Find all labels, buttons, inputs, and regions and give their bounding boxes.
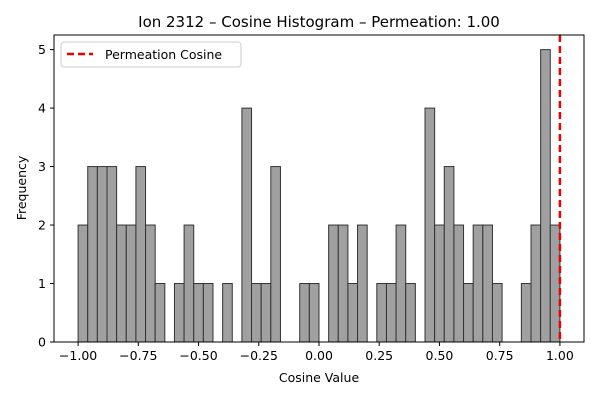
chart-title: Ion 2312 – Cosine Histogram – Permeation… <box>138 13 500 31</box>
histogram-bar <box>270 166 281 343</box>
histogram-bar <box>540 49 551 343</box>
histogram-bar <box>482 224 493 343</box>
y-tick-label: 3 <box>38 159 46 174</box>
histogram-bar <box>376 283 387 343</box>
histogram-bar <box>549 224 561 343</box>
x-tick-label: 0.25 <box>365 348 393 363</box>
histogram-bar <box>173 283 185 343</box>
legend: Permeation Cosine <box>60 41 242 68</box>
y-axis: 0 1 2 3 4 5 <box>38 42 54 350</box>
x-tick-label: −0.25 <box>240 348 278 363</box>
histogram-bar <box>308 283 320 343</box>
y-axis-label: Frequency <box>14 155 29 220</box>
histogram-bar <box>424 107 436 343</box>
x-tick-label: 0.00 <box>305 348 333 363</box>
legend-box <box>60 41 242 68</box>
histogram-bar <box>405 283 416 343</box>
histogram-bar <box>96 166 108 343</box>
x-tick-label: −1.00 <box>59 348 97 363</box>
histogram-bar <box>222 283 233 343</box>
histogram-bar <box>106 166 118 343</box>
histogram-bar <box>434 224 445 343</box>
histogram-bar <box>472 224 484 343</box>
histogram-bar <box>463 283 474 343</box>
histogram-bar <box>193 283 204 343</box>
histogram-bar <box>453 224 465 343</box>
histogram-bar <box>154 283 166 343</box>
histogram-bar <box>328 224 339 343</box>
histogram-bar <box>183 224 195 343</box>
histogram-bar <box>251 283 262 343</box>
histogram-bar <box>77 224 89 343</box>
histogram-bar <box>260 283 272 343</box>
x-axis: −1.00 −0.75 −0.50 −0.25 0.00 0.25 0.50 0.75 1.00 <box>59 342 574 363</box>
y-tick-label: 1 <box>38 276 46 291</box>
histogram-bar <box>520 283 532 343</box>
y-tick-label: 0 <box>38 335 46 350</box>
histogram-bar <box>135 166 147 343</box>
legend-label: Permeation Cosine <box>105 47 222 62</box>
histogram-bar <box>337 224 349 343</box>
histogram-bar <box>357 224 368 343</box>
x-tick-label: −0.50 <box>179 348 217 363</box>
histogram-bar <box>299 283 310 343</box>
histogram-bar <box>116 224 127 343</box>
histogram-bar <box>125 224 137 343</box>
histogram-bar <box>491 283 503 343</box>
histogram-bar <box>395 224 407 343</box>
x-tick-label: 0.50 <box>426 348 454 363</box>
plot-frame <box>53 34 585 343</box>
y-tick-label: 4 <box>38 101 46 116</box>
histogram-bar <box>202 283 214 343</box>
y-tick-label: 5 <box>38 42 46 57</box>
x-axis-label: Cosine Value <box>279 370 360 385</box>
histogram-bar <box>347 283 359 343</box>
histogram-bar <box>530 224 542 343</box>
bars-group <box>77 49 561 343</box>
histogram-bar <box>145 224 156 343</box>
histogram-bar <box>443 166 455 343</box>
y-tick-label: 2 <box>38 218 46 233</box>
histogram-bar <box>87 166 98 343</box>
histogram-bar <box>385 283 397 343</box>
histogram-bar <box>241 107 253 343</box>
x-tick-label: 0.75 <box>486 348 514 363</box>
x-tick-label: −0.75 <box>119 348 157 363</box>
x-tick-label: 1.00 <box>546 348 574 363</box>
